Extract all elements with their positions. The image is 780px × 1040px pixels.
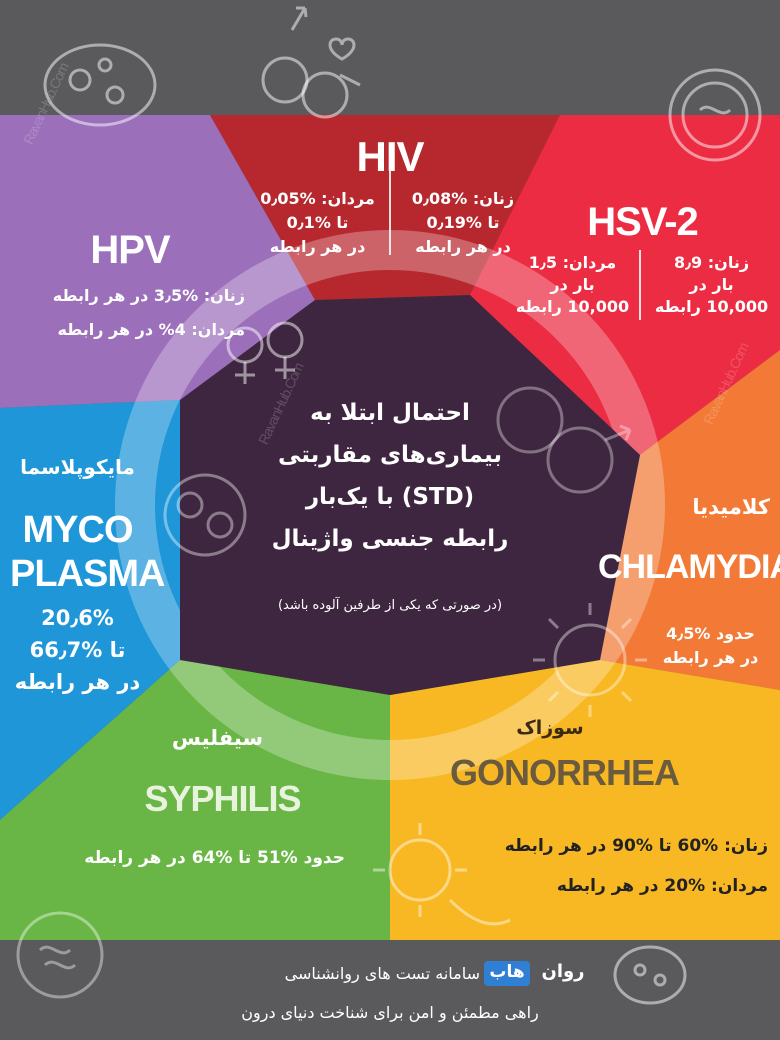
hsv2-men-stat: مردان: 1٫5 بار در 10,000 رابطه bbox=[515, 253, 630, 316]
footer-subtitle: راهی مطمئن و امن برای شناخت دنیای درون bbox=[241, 1003, 539, 1022]
chlamydia-persian-name: کلامیدیا bbox=[692, 495, 770, 519]
hsv2-title: HSV-2 bbox=[587, 200, 699, 244]
chlamydia-title: CHLAMYDIA bbox=[598, 548, 780, 586]
hiv-title: HIV bbox=[356, 133, 424, 180]
brand-ravan: روان bbox=[541, 961, 585, 982]
myco-segment bbox=[0, 400, 180, 820]
syphilis-stat: حدود %51 تا %64 در هر رابطه bbox=[84, 848, 345, 868]
syphilis-title: SYPHILIS bbox=[144, 778, 301, 819]
hsv2-segment bbox=[470, 115, 780, 455]
couple-icon bbox=[261, 6, 361, 119]
sperm-cell-icon bbox=[373, 823, 511, 926]
cell-icon bbox=[163, 473, 247, 557]
syphilis-segment bbox=[0, 660, 390, 940]
hpv-men-stat: مردان: 4% در هر رابطه bbox=[57, 320, 245, 339]
hiv-segment bbox=[210, 115, 560, 300]
center-heptagon bbox=[180, 295, 640, 695]
gonorrhea-segment bbox=[390, 660, 780, 940]
center-note: (در صورتی که یکی از طرفین آلوده باشد) bbox=[277, 598, 503, 613]
myco-title: MYCO PLASMA bbox=[10, 509, 165, 595]
hpv-segment bbox=[0, 115, 315, 408]
gonorrhea-title: GONORRHEA bbox=[450, 752, 680, 793]
hpv-women-stat: زنان: %3٫5 در هر رابطه bbox=[52, 286, 245, 305]
center-title: احتمال ابتلا به بیماری‌های مقاربتی (STD)… bbox=[271, 400, 509, 552]
hsv2-women-stat: زنان: 8٫9 بار در 10,000 رابطه bbox=[654, 253, 769, 316]
brand-badge bbox=[484, 961, 530, 986]
virus-icon bbox=[533, 603, 647, 717]
gonorrhea-women-stat: زنان: %60 تا %90 در هر رابطه bbox=[504, 836, 768, 856]
gonorrhea-persian-name: سوزاک bbox=[516, 717, 584, 739]
footer-tagline: سامانه تست های روانشناسی bbox=[284, 964, 480, 983]
chlamydia-stat: حدود %4٫5 در هر رابطه bbox=[662, 624, 759, 667]
myco-persian-name: مایکوپلاسما bbox=[20, 455, 135, 479]
myco-stat: 20٫6% تا %66٫7 در هر رابطه bbox=[14, 606, 141, 694]
hpv-title: HPV bbox=[90, 228, 170, 272]
brand-hub: هاب bbox=[489, 962, 525, 982]
syphilis-persian-name: سیفلیس bbox=[171, 726, 264, 750]
hiv-women-stat: زنان: %0٫08 تا %0٫19 در هر رابطه bbox=[411, 189, 515, 256]
germ-icon bbox=[668, 68, 762, 162]
female-symbols-icon bbox=[226, 321, 304, 384]
pathogen-icon bbox=[613, 945, 687, 1005]
microbe-icon bbox=[16, 911, 104, 999]
gonorrhea-men-stat: مردان: %20 در هر رابطه bbox=[556, 876, 768, 896]
chlamydia-segment bbox=[600, 350, 780, 690]
hiv-men-stat: مردان: %0٫05 تا %0٫1 در هر رابطه bbox=[260, 189, 375, 256]
bacteria-icon bbox=[43, 43, 157, 127]
male-couple-icon bbox=[496, 386, 632, 494]
